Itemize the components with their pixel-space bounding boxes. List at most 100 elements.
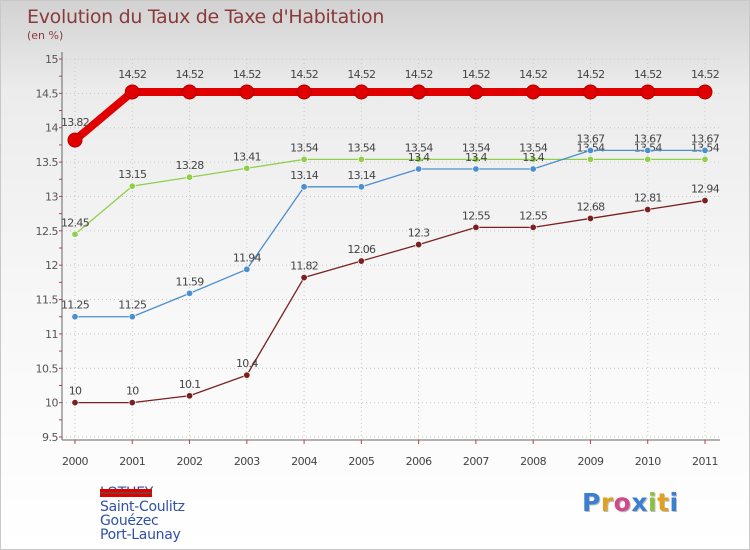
data-label: 13.4 bbox=[408, 151, 430, 164]
data-point bbox=[357, 257, 365, 265]
data-point bbox=[357, 183, 365, 191]
series-line-saint-coulitz bbox=[75, 149, 705, 318]
data-label: 14.52 bbox=[634, 68, 662, 81]
x-tick-label: 2001 bbox=[119, 455, 145, 468]
data-point bbox=[67, 132, 83, 148]
data-label: 13.14 bbox=[347, 169, 376, 182]
x-tick-label: 2000 bbox=[62, 455, 88, 468]
data-label: 11.25 bbox=[61, 299, 90, 312]
y-tick-label: 14.5 bbox=[36, 87, 59, 100]
data-label: 10 bbox=[126, 385, 139, 398]
data-point bbox=[415, 165, 423, 173]
y-tick-label: 10 bbox=[45, 397, 58, 410]
x-tick-label: 2010 bbox=[635, 455, 661, 468]
data-label: 14.52 bbox=[519, 68, 547, 81]
data-point bbox=[582, 84, 598, 100]
legend: LOTHEY Saint-Coulitz Gouézec Port-Launay bbox=[100, 485, 185, 543]
data-label: 12.06 bbox=[347, 243, 376, 256]
legend-item-port-launay: Port-Launay bbox=[100, 492, 185, 543]
data-point bbox=[353, 84, 369, 100]
data-point bbox=[468, 84, 484, 100]
data-point bbox=[525, 84, 541, 100]
data-label: 13.4 bbox=[465, 151, 487, 164]
logo-letter: t bbox=[657, 488, 670, 517]
data-point bbox=[701, 197, 709, 205]
y-tick-label: 14 bbox=[45, 122, 58, 135]
data-point bbox=[243, 371, 251, 379]
data-label: 11.59 bbox=[176, 275, 205, 288]
data-point bbox=[300, 274, 308, 282]
data-label: 13.82 bbox=[61, 116, 89, 129]
data-label: 12.94 bbox=[691, 183, 720, 196]
data-label: 13.54 bbox=[290, 141, 319, 154]
data-label: 11.94 bbox=[233, 251, 262, 264]
data-label: 14.52 bbox=[691, 68, 719, 81]
data-label: 12.55 bbox=[519, 209, 548, 222]
data-point bbox=[644, 146, 652, 154]
y-tick-label: 12 bbox=[45, 259, 58, 272]
legend-label-gouezec: Gouézec bbox=[100, 513, 159, 529]
data-point bbox=[472, 223, 480, 231]
logo-letter: P bbox=[582, 488, 601, 517]
logo-letter: i bbox=[669, 488, 679, 517]
data-point bbox=[529, 165, 537, 173]
data-label: 10.4 bbox=[236, 357, 258, 370]
data-point bbox=[411, 84, 427, 100]
logo-letter: r bbox=[600, 488, 614, 517]
data-point bbox=[701, 146, 709, 154]
data-label: 11.25 bbox=[118, 299, 147, 312]
data-label: 13.67 bbox=[576, 132, 605, 145]
data-point bbox=[300, 155, 308, 163]
data-point bbox=[357, 155, 365, 163]
data-label: 13.15 bbox=[118, 168, 147, 181]
data-point bbox=[415, 241, 423, 249]
x-tick-label: 2005 bbox=[348, 455, 374, 468]
legend-item-gouezec: Gouézec bbox=[100, 492, 185, 529]
series-line-port-launay bbox=[75, 199, 706, 404]
data-point bbox=[186, 173, 194, 181]
data-label: 13.4 bbox=[522, 151, 544, 164]
legend-label-port-launay: Port-Launay bbox=[100, 527, 181, 543]
data-label: 14.52 bbox=[405, 68, 433, 81]
data-label: 10.1 bbox=[179, 378, 201, 391]
data-point bbox=[296, 84, 312, 100]
x-tick-label: 2008 bbox=[520, 455, 546, 468]
data-label: 12.45 bbox=[61, 216, 90, 229]
y-tick-label: 10.5 bbox=[36, 362, 59, 375]
data-label: 10 bbox=[69, 385, 82, 398]
data-point bbox=[186, 289, 194, 297]
data-label: 13.54 bbox=[462, 141, 491, 154]
data-point bbox=[586, 214, 594, 222]
data-label: 12.55 bbox=[462, 209, 491, 222]
data-point bbox=[472, 165, 480, 173]
x-tick-label: 2003 bbox=[234, 455, 260, 468]
data-label: 12.68 bbox=[576, 200, 605, 213]
data-point bbox=[71, 230, 79, 238]
x-tick-label: 2011 bbox=[692, 455, 718, 468]
data-point bbox=[644, 206, 652, 214]
data-point bbox=[701, 155, 709, 163]
data-label: 14.52 bbox=[576, 68, 604, 81]
data-label: 14.52 bbox=[290, 68, 318, 81]
data-label: 14.52 bbox=[176, 68, 204, 81]
data-point bbox=[586, 146, 594, 154]
data-point bbox=[697, 84, 713, 100]
data-point bbox=[71, 313, 79, 321]
data-label: 11.82 bbox=[290, 260, 318, 273]
data-label: 13.67 bbox=[634, 132, 663, 145]
y-tick-label: 13 bbox=[45, 190, 58, 203]
series-line-gou-zec bbox=[74, 158, 705, 235]
y-tick-label: 15 bbox=[45, 53, 58, 66]
data-point bbox=[472, 155, 480, 163]
data-point bbox=[300, 183, 308, 191]
data-point bbox=[124, 84, 140, 100]
data-point bbox=[529, 223, 537, 231]
data-label: 14.52 bbox=[233, 68, 261, 81]
data-point bbox=[586, 155, 594, 163]
chart-title: Evolution du Taux de Taxe d'Habitation bbox=[27, 6, 385, 28]
x-tick-label: 2004 bbox=[291, 455, 317, 468]
y-tick-label: 11 bbox=[45, 328, 58, 341]
y-tick-label: 9.5 bbox=[42, 431, 58, 444]
logo-letter: x bbox=[631, 488, 648, 517]
